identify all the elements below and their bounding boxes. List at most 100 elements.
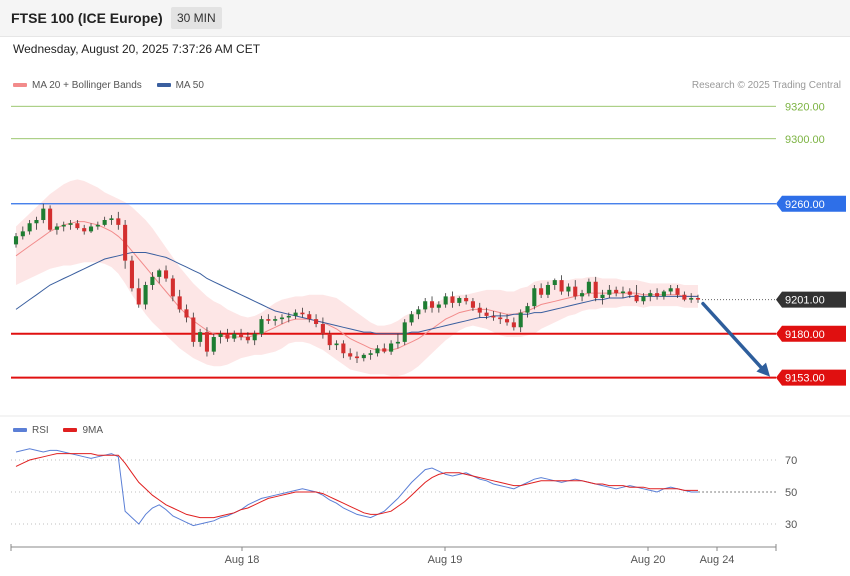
candle — [620, 286, 626, 298]
label-9153: 9153.00 — [776, 369, 846, 386]
candle-body — [423, 301, 428, 310]
candle-body — [211, 337, 216, 352]
candle-body — [334, 343, 339, 346]
candle-body — [566, 286, 571, 292]
candle — [641, 293, 646, 305]
legend-9ma-label: 9MA — [82, 425, 104, 436]
candle-body — [580, 293, 585, 297]
candle — [457, 296, 462, 307]
candle — [511, 317, 516, 331]
datetime-label: Wednesday, August 20, 2025 7:37:26 AM CE… — [13, 42, 261, 56]
arrow-shaft — [701, 301, 766, 373]
candle — [150, 272, 155, 290]
candle-body — [477, 307, 482, 313]
candle — [293, 309, 298, 320]
candle-body — [109, 218, 114, 220]
candle — [300, 307, 305, 318]
label-9260: 9260.00 — [776, 195, 846, 212]
candle-body — [13, 236, 19, 245]
candle-body — [552, 280, 557, 285]
candle — [436, 301, 441, 313]
candle-body — [600, 294, 605, 298]
candle — [668, 285, 673, 295]
candle — [198, 328, 203, 347]
rsi-panel: 30 50 70 — [0, 415, 850, 531]
candle — [354, 351, 360, 363]
candle — [239, 328, 244, 341]
candle-body — [102, 220, 107, 225]
candle-body — [95, 224, 100, 227]
candle-body — [348, 353, 353, 357]
candle-body — [545, 285, 551, 295]
candle-body — [82, 228, 87, 232]
candle-body — [170, 278, 175, 297]
candle — [102, 216, 107, 227]
candle-body — [136, 288, 141, 305]
legend-9ma: 9MA — [63, 425, 103, 436]
candle-body — [218, 333, 223, 337]
candle-body — [314, 319, 319, 324]
rsi-swatch — [13, 428, 27, 433]
legend-ma50: MA 50 — [156, 80, 204, 91]
rsi-legend: RSI 9MA — [13, 425, 115, 436]
candle-body — [416, 309, 421, 315]
candle — [218, 330, 223, 344]
candle — [661, 289, 666, 300]
candle — [477, 302, 482, 318]
candle-body — [34, 220, 39, 224]
x-axis: Aug 18 Aug 19 Aug 20 Aug 24 — [10, 544, 777, 566]
candle — [423, 298, 428, 313]
candle-body — [498, 317, 503, 320]
timeframe-badge[interactable]: 30 MIN — [171, 7, 222, 29]
candle-body — [573, 286, 578, 297]
candle-body — [48, 208, 53, 230]
candle-body — [627, 291, 632, 295]
candle — [184, 304, 189, 323]
candle — [348, 348, 353, 360]
candle-body — [157, 270, 162, 277]
candle-body — [68, 223, 73, 225]
candle-body — [191, 317, 196, 342]
candle — [655, 288, 660, 300]
candle — [504, 314, 510, 326]
ma50-line — [15, 252, 698, 335]
candle — [123, 220, 128, 269]
candle — [259, 315, 264, 337]
candle-body — [620, 291, 626, 294]
candle-body — [518, 312, 523, 328]
candle — [361, 353, 366, 362]
candle-body — [539, 288, 544, 295]
candle-body — [150, 276, 155, 285]
candle — [498, 312, 503, 324]
level-lines — [11, 105, 776, 379]
candle-body — [266, 319, 271, 321]
label-9180-tag — [776, 325, 846, 342]
candle — [395, 333, 400, 349]
bollinger-band-fill — [16, 179, 698, 376]
candle — [129, 255, 134, 292]
candle-body — [484, 312, 489, 316]
candle — [491, 311, 496, 321]
candle-body — [443, 296, 448, 305]
candle-body — [245, 337, 250, 341]
candle — [286, 312, 291, 323]
candle — [48, 205, 53, 232]
candle — [232, 330, 237, 342]
candle-body — [204, 332, 210, 352]
candle-body — [525, 306, 530, 313]
candle — [314, 314, 319, 328]
label-9320: 9320.00 — [785, 101, 825, 113]
candle — [573, 280, 578, 300]
candle — [634, 285, 639, 303]
x-tick-label: Aug 20 — [631, 554, 666, 566]
candle — [68, 220, 73, 230]
candle — [13, 233, 19, 248]
candle — [600, 289, 605, 305]
bollinger-bands — [16, 179, 698, 376]
candle-body — [198, 332, 203, 342]
candle — [204, 327, 210, 357]
candle-body — [504, 319, 510, 323]
candle — [41, 203, 46, 224]
arrow-head — [756, 362, 770, 377]
